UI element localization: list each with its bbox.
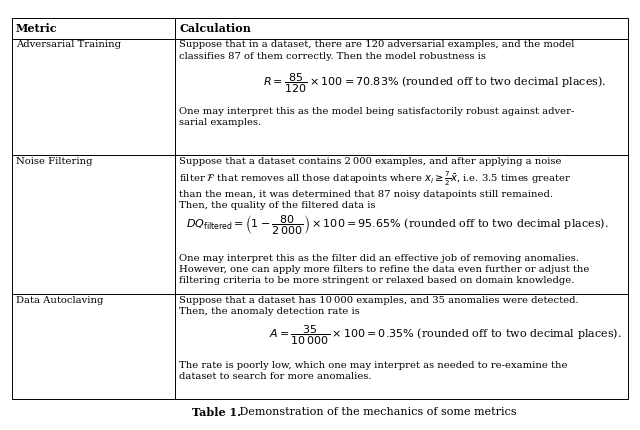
Bar [12, 18, 628, 399]
Text: One may interpret this as the model being satisfactorily robust against adver-
s: One may interpret this as the model bein… [179, 107, 575, 127]
Text: Adversarial Training: Adversarial Training [16, 40, 121, 49]
Text: $A = \dfrac{35}{10\,000} \times 100 = 0.35\%$ (rounded off to two decimal places: $A = \dfrac{35}{10\,000} \times 100 = 0.… [269, 323, 622, 347]
Text: The rate is poorly low, which one may interpret as needed to re-examine the
data: The rate is poorly low, which one may in… [179, 361, 568, 381]
Text: Suppose that a dataset contains 2 000 examples, and after applying a noise
filte: Suppose that a dataset contains 2 000 ex… [179, 157, 572, 210]
Text: Data Autoclaving: Data Autoclaving [16, 296, 104, 305]
Text: Demonstration of the mechanics of some metrics: Demonstration of the mechanics of some m… [236, 407, 516, 417]
Text: Suppose that in a dataset, there are 120 adversarial examples, and the model
cla: Suppose that in a dataset, there are 120… [179, 40, 575, 61]
Text: Metric: Metric [16, 23, 58, 34]
Text: $DQ_{\mathrm{filtered}} = \left(1 - \dfrac{80}{2\,000}\right)\times100 = 95.65\%: $DQ_{\mathrm{filtered}} = \left(1 - \dfr… [186, 214, 609, 237]
Text: Suppose that a dataset has 10 000 examples, and 35 anomalies were detected.
Then: Suppose that a dataset has 10 000 exampl… [179, 296, 579, 316]
Text: One may interpret this as the filter did an effective job of removing anomalies.: One may interpret this as the filter did… [179, 254, 590, 286]
Text: Table 1.: Table 1. [192, 407, 241, 418]
Text: Noise Filtering: Noise Filtering [16, 157, 93, 166]
Text: Calculation: Calculation [179, 23, 252, 34]
Text: $R = \dfrac{85}{120} \times 100 = 70.83\%$ (rounded off to two decimal places).: $R = \dfrac{85}{120} \times 100 = 70.83\… [262, 71, 606, 95]
